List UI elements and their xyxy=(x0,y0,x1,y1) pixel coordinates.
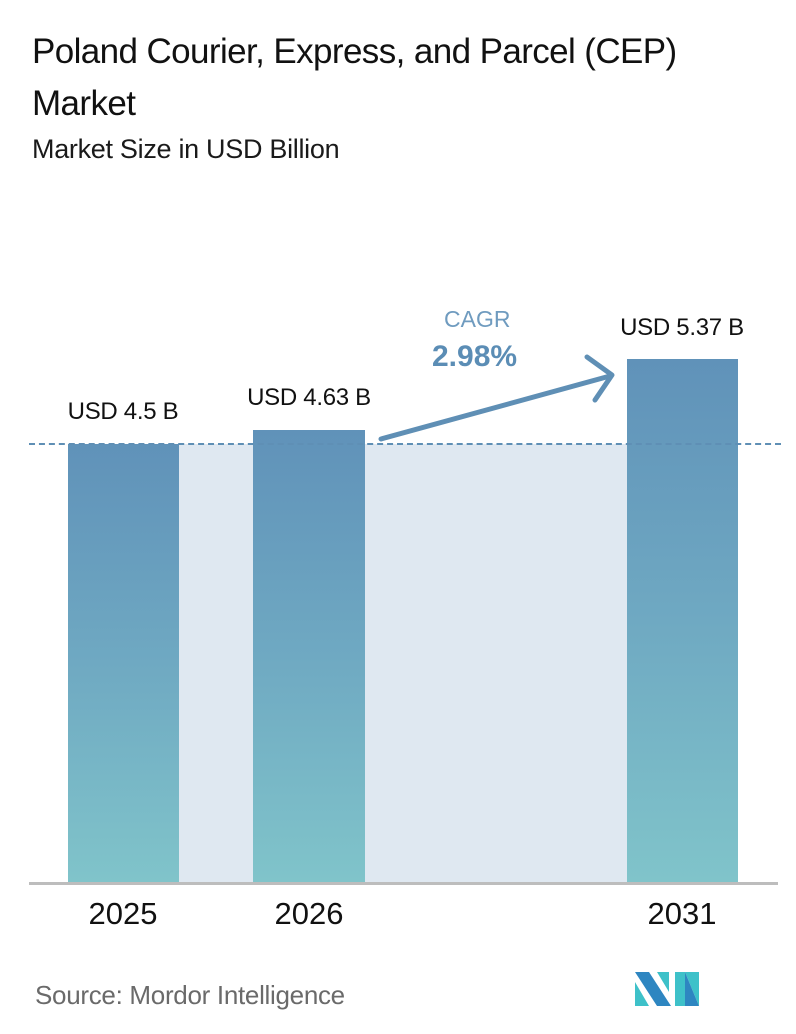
value-label-2031: USD 5.37 B xyxy=(620,314,744,341)
mordor-intelligence-logo-icon xyxy=(635,972,699,1006)
cagr-label: CAGR xyxy=(444,306,511,332)
source-text: Source: Mordor Intelligence xyxy=(35,980,345,1010)
reference-dashed-line xyxy=(29,443,781,445)
bar-2026 xyxy=(253,430,365,883)
cagr-value: 2.98% xyxy=(432,340,518,373)
bar-2025 xyxy=(68,444,179,883)
bar-2031 xyxy=(627,359,738,883)
chart-title: Poland Courier, Express, and Parcel (CEP… xyxy=(32,32,677,123)
x-label-2025: 2025 xyxy=(88,896,158,931)
value-label-2026: USD 4.63 B xyxy=(247,384,371,411)
chart-subtitle: Market Size in USD Billion xyxy=(32,134,340,164)
value-label-2025: USD 4.5 B xyxy=(67,398,179,425)
x-label-2031: 2031 xyxy=(647,896,717,931)
x-axis-line xyxy=(29,882,778,885)
x-label-2026: 2026 xyxy=(274,896,344,931)
